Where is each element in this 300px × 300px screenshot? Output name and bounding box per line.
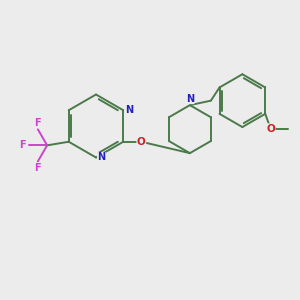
Text: O: O [266,124,275,134]
Text: F: F [34,163,41,173]
Text: F: F [34,118,41,128]
Text: N: N [98,152,106,163]
Text: N: N [125,105,133,115]
Text: F: F [20,140,26,150]
Text: O: O [137,137,146,147]
Text: N: N [186,94,194,104]
